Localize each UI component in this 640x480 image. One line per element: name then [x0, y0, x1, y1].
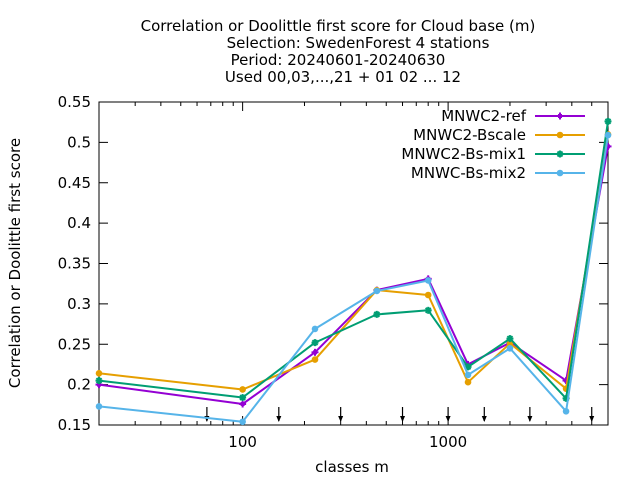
series [95, 131, 612, 426]
class-boundary-arrow [204, 407, 210, 422]
data-point [604, 131, 612, 139]
legend-label: MNWC-Bs-mix2 [411, 164, 526, 182]
title-line: Correlation or Doolittle first score for… [141, 17, 536, 35]
data-point [506, 335, 514, 343]
data-point [373, 287, 381, 295]
x-tick-label: 1000 [429, 433, 467, 451]
arrow-head [276, 416, 282, 422]
x-axis-label: classes m [315, 458, 389, 476]
data-point [373, 310, 381, 318]
series [95, 142, 612, 408]
data-point [95, 377, 103, 385]
legend-entry: MNWC-Bs-mix2 [411, 164, 585, 182]
y-tick-label: 0.25 [58, 335, 91, 353]
data-point [464, 371, 472, 379]
y-axis: 0.15 0.2 0.25 0.3 0.35 0.4 0.45 0.5 0.55 [58, 93, 608, 434]
marker-stroke [373, 311, 381, 318]
data-point [506, 344, 514, 352]
class-boundary-arrow [481, 407, 487, 422]
arrow-head [589, 416, 595, 422]
legend-entry: MNWC2-Bs-mix1 [401, 145, 585, 163]
y-tick-label: 0.3 [67, 295, 91, 313]
data-point [464, 378, 472, 386]
x-tick-label: 100 [228, 433, 257, 451]
data-point [311, 339, 319, 347]
marker-center [558, 114, 562, 118]
marker-stroke [556, 150, 564, 158]
y-tick-label: 0.5 [67, 133, 91, 151]
y-tick-label: 0.35 [58, 255, 91, 273]
data-point [239, 400, 247, 408]
data-point [562, 407, 570, 415]
data-point [239, 386, 246, 393]
data-point [424, 306, 432, 314]
class-boundary-arrow [276, 407, 282, 422]
title-line: Selection: SwedenForest 4 stations [227, 34, 490, 52]
data-point [311, 348, 319, 356]
y-tick-label: 0.45 [58, 174, 91, 192]
data-point [424, 277, 432, 284]
data-point [506, 340, 514, 347]
series [95, 131, 612, 393]
legend: MNWC2-refMNWC2-BscaleMNWC2-Bs-mix1MNWC-B… [401, 107, 585, 182]
y-tick-label: 0.2 [67, 376, 91, 394]
x-axis: 100 1000 [98, 102, 609, 451]
data-point [556, 131, 564, 139]
y-tick-label: 0.15 [58, 416, 91, 434]
data-point [239, 394, 247, 402]
marker-stroke [239, 394, 246, 401]
marker-stroke [506, 335, 514, 342]
data-point [311, 356, 319, 363]
arrow-head [527, 416, 533, 422]
marker-stroke [604, 118, 612, 125]
arrow-head [445, 416, 451, 422]
data-point [95, 403, 103, 410]
legend-label: MNWC2-Bs-mix1 [401, 145, 526, 163]
marker-center [97, 382, 101, 387]
plot-area [98, 101, 609, 426]
title-line: Period: 20240601-20240630 [231, 51, 446, 69]
legend-label: MNWC2-Bscale [413, 126, 526, 144]
data-point [556, 169, 564, 177]
marker-stroke [424, 307, 432, 314]
y-tick-label: 0.4 [67, 214, 91, 232]
marker-stroke [95, 377, 103, 384]
data-point [239, 418, 246, 426]
marker-center [564, 378, 569, 383]
legend-label: MNWC2-ref [441, 107, 526, 125]
data-point [556, 112, 564, 120]
chart-title: Correlation or Doolittle first score for… [141, 17, 536, 86]
class-boundary-arrow [445, 407, 451, 422]
series-line [98, 134, 609, 391]
legend-entry: MNWC2-ref [441, 107, 585, 125]
data-point [311, 325, 319, 333]
series-line [98, 134, 609, 423]
marker-stroke [311, 339, 319, 346]
data-point [604, 117, 612, 125]
class-boundary-arrow [400, 407, 406, 422]
class-boundary-arrow [527, 407, 533, 422]
y-axis-label: Correlation or Doolittle first score [6, 138, 24, 388]
class-boundary-arrow [589, 407, 595, 422]
class-boundary-arrow [338, 407, 344, 422]
marker-center [606, 144, 610, 149]
y-tick-label: 0.55 [58, 93, 91, 111]
marker-center [240, 402, 245, 407]
arrow-head [481, 416, 487, 422]
class-boundary-markers [204, 407, 595, 422]
data-point [556, 150, 564, 158]
series-line [98, 146, 609, 405]
data-point [95, 370, 103, 377]
legend-entry: MNWC2-Bscale [413, 126, 585, 144]
marker-center [312, 350, 317, 355]
arrow-head [400, 416, 406, 422]
title-line: Used 00,03,...,21 + 01 02 ... 12 [225, 68, 461, 86]
data-point [424, 291, 432, 299]
series-lines [95, 117, 612, 426]
arrow-head [338, 416, 344, 422]
